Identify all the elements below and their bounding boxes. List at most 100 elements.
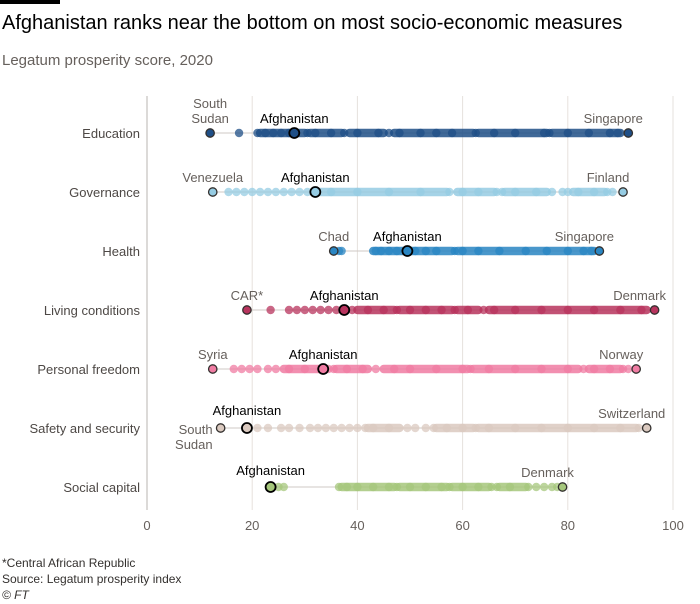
country-dot — [276, 423, 286, 433]
country-dot — [563, 246, 572, 256]
country-dot — [392, 246, 402, 256]
ft-credit: © FT — [2, 588, 29, 602]
min-country-dot — [207, 187, 218, 197]
country-dot — [605, 128, 615, 138]
country-dot — [329, 423, 338, 433]
country-dot — [284, 305, 294, 315]
afghanistan-dot — [264, 481, 277, 493]
country-dot — [547, 187, 557, 197]
country-dot — [353, 423, 362, 433]
country-dot — [229, 364, 238, 374]
country-dot — [384, 128, 394, 138]
country-dot — [240, 187, 249, 197]
country-dot — [589, 187, 599, 197]
country-dot — [316, 305, 325, 315]
country-dot — [616, 423, 625, 433]
country-dot — [279, 482, 288, 492]
country-dot — [324, 305, 333, 315]
country-dot — [395, 128, 404, 138]
max-country-label: Singapore — [584, 111, 643, 126]
country-dot — [287, 187, 296, 197]
afghanistan-label: Afghanistan — [260, 111, 329, 126]
min-country-label: Venezuela — [182, 170, 243, 185]
country-dot — [429, 423, 438, 433]
country-dot — [466, 364, 475, 374]
country-dot — [532, 482, 541, 492]
afghanistan-label: Afghanistan — [236, 463, 305, 478]
country-dot — [463, 305, 473, 315]
country-dot — [405, 305, 415, 315]
country-dot — [416, 128, 425, 138]
series-personal-freedom — [207, 363, 642, 375]
country-dot — [271, 187, 281, 197]
country-dot — [605, 364, 615, 374]
country-dot — [511, 364, 520, 374]
country-dot — [489, 305, 499, 315]
country-dot — [313, 423, 323, 433]
afghanistan-dot — [288, 127, 301, 139]
max-country-label: Switzerland — [598, 406, 665, 421]
country-dot — [539, 482, 549, 492]
x-tick-label-20: 20 — [245, 518, 259, 533]
country-dot — [376, 246, 386, 256]
country-dot — [261, 128, 270, 138]
country-dot — [489, 128, 499, 138]
country-dot — [253, 364, 262, 374]
country-dot — [589, 423, 599, 433]
x-tick-label-40: 40 — [350, 518, 364, 533]
country-dot — [368, 482, 378, 492]
country-dot — [392, 482, 402, 492]
category-label: Living conditions — [44, 303, 141, 318]
country-dot — [584, 128, 594, 138]
country-dot — [474, 482, 483, 492]
country-dot — [484, 423, 494, 433]
min-country-label: South — [179, 422, 213, 437]
max-country-label: Singapore — [555, 229, 614, 244]
min-country-label: Sudan — [191, 111, 229, 126]
country-dot — [300, 305, 309, 315]
min-country-dot — [328, 246, 339, 256]
country-dot — [421, 246, 430, 256]
country-dot — [292, 305, 302, 315]
country-dot — [384, 423, 394, 433]
x-tick-label-60: 60 — [455, 518, 469, 533]
country-dot — [474, 246, 483, 256]
country-dot — [403, 423, 412, 433]
afghanistan-label: Afghanistan — [373, 229, 442, 244]
country-dot — [284, 364, 294, 374]
country-dot — [563, 364, 572, 374]
country-dot — [411, 246, 420, 256]
country-dot — [368, 423, 378, 433]
country-dot — [405, 364, 415, 374]
min-country-label: CAR* — [231, 288, 264, 303]
country-dot — [511, 128, 520, 138]
country-dot — [305, 423, 315, 433]
max-country-dot — [631, 364, 642, 374]
country-dot — [484, 364, 494, 374]
country-dot — [492, 482, 501, 492]
country-dot — [361, 423, 370, 433]
source-note: Source: Legatum prosperity index — [2, 572, 182, 586]
country-dot — [437, 482, 446, 492]
country-dot — [505, 482, 515, 492]
country-dot — [458, 187, 467, 197]
afghanistan-label: Afghanistan — [213, 403, 282, 418]
country-dot — [479, 305, 488, 315]
country-dot — [284, 423, 294, 433]
country-dot — [263, 187, 273, 197]
country-dot — [458, 482, 467, 492]
max-country-label: Denmark — [521, 465, 574, 480]
country-dot — [613, 128, 622, 138]
grid-lines — [146, 96, 674, 510]
series-social-capital — [264, 481, 568, 493]
country-dot — [579, 364, 588, 374]
country-dot — [371, 364, 381, 374]
country-dot — [432, 364, 441, 374]
min-country-label: Sudan — [175, 437, 213, 452]
country-dot — [532, 187, 541, 197]
min-country-dot — [215, 423, 226, 433]
country-dot — [326, 128, 336, 138]
min-country-dot — [205, 128, 215, 138]
country-dot — [563, 187, 572, 197]
